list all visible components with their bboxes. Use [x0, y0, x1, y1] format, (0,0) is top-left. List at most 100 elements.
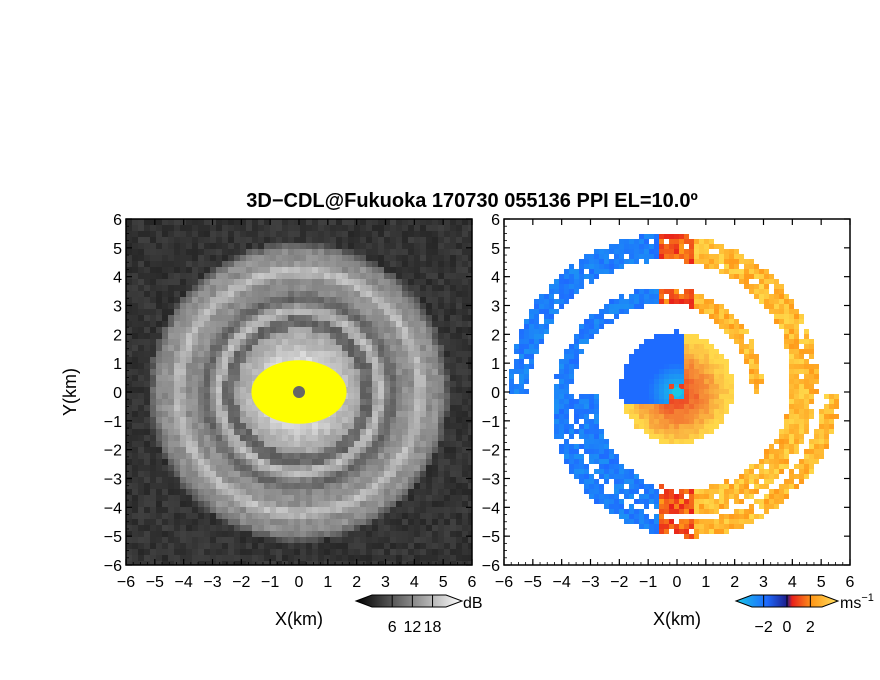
reflectivity-cell: [228, 285, 234, 291]
reflectivity-cell: [210, 339, 216, 345]
reflectivity-cell: [444, 441, 450, 447]
velocity-cell: [609, 449, 614, 454]
velocity-cell: [719, 394, 724, 399]
reflectivity-cell: [312, 219, 318, 225]
reflectivity-cell: [282, 303, 288, 309]
reflectivity-cell: [300, 495, 306, 501]
reflectivity-cell: [420, 255, 426, 261]
velocity-cell: [689, 404, 694, 409]
velocity-cell: [604, 259, 609, 264]
reflectivity-cell: [318, 285, 324, 291]
reflectivity-cell: [288, 339, 294, 345]
velocity-cell: [779, 449, 784, 454]
reflectivity-cell: [180, 297, 186, 303]
velocity-cell: [554, 389, 559, 394]
velocity-cell: [644, 374, 649, 379]
reflectivity-cell: [396, 417, 402, 423]
reflectivity-cell: [420, 339, 426, 345]
reflectivity-cell: [240, 255, 246, 261]
reflectivity-cell: [132, 531, 138, 537]
reflectivity-cell: [174, 417, 180, 423]
reflectivity-cell: [354, 255, 360, 261]
reflectivity-cell: [396, 471, 402, 477]
velocity-cell: [549, 304, 554, 309]
reflectivity-cell: [426, 225, 432, 231]
reflectivity-cell: [378, 285, 384, 291]
velocity-cell: [729, 489, 734, 494]
velocity-cell: [614, 304, 619, 309]
velocity-cell: [784, 309, 789, 314]
reflectivity-cell: [258, 501, 264, 507]
reflectivity-cell: [450, 273, 456, 279]
reflectivity-cell: [276, 333, 282, 339]
reflectivity-cell: [318, 525, 324, 531]
velocity-cell: [804, 459, 809, 464]
reflectivity-cell: [306, 483, 312, 489]
velocity-cell: [684, 294, 689, 299]
reflectivity-cell: [420, 249, 426, 255]
reflectivity-cell: [366, 375, 372, 381]
velocity-cell: [719, 414, 724, 419]
reflectivity-cell: [222, 231, 228, 237]
reflectivity-cell: [468, 261, 472, 267]
reflectivity-cell: [312, 465, 318, 471]
velocity-cell: [659, 399, 664, 404]
reflectivity-cell: [372, 519, 378, 525]
reflectivity-cell: [144, 471, 150, 477]
velocity-cell: [694, 354, 699, 359]
velocity-cell: [759, 474, 764, 479]
velocity-cell: [624, 469, 629, 474]
reflectivity-cell: [240, 537, 246, 543]
reflectivity-cell: [168, 243, 174, 249]
reflectivity-cell: [306, 267, 312, 273]
reflectivity-cell: [204, 309, 210, 315]
velocity-cell: [644, 489, 649, 494]
velocity-cell: [784, 434, 789, 439]
reflectivity-cell: [372, 315, 378, 321]
reflectivity-cell: [210, 531, 216, 537]
reflectivity-cell: [402, 375, 408, 381]
reflectivity-cell: [462, 465, 468, 471]
reflectivity-cell: [390, 441, 396, 447]
reflectivity-cell: [348, 447, 354, 453]
reflectivity-cell: [372, 387, 378, 393]
velocity-cell: [654, 414, 659, 419]
velocity-cell: [654, 244, 659, 249]
velocity-cell: [754, 474, 759, 479]
reflectivity-cell: [414, 411, 420, 417]
velocity-cell: [649, 399, 654, 404]
reflectivity-cell: [378, 219, 384, 225]
velocity-cell: [729, 374, 734, 379]
reflectivity-cell: [330, 477, 336, 483]
velocity-cell: [774, 454, 779, 459]
reflectivity-cell: [444, 501, 450, 507]
reflectivity-cell: [378, 501, 384, 507]
reflectivity-cell: [438, 561, 444, 565]
reflectivity-cell: [186, 429, 192, 435]
velocity-cell: [724, 494, 729, 499]
reflectivity-cell: [348, 321, 354, 327]
reflectivity-cell: [294, 303, 300, 309]
reflectivity-cell: [384, 447, 390, 453]
reflectivity-cell: [390, 321, 396, 327]
reflectivity-cell: [438, 351, 444, 357]
velocity-cell: [639, 244, 644, 249]
reflectivity-cell: [462, 351, 468, 357]
velocity-cell: [619, 499, 624, 504]
reflectivity-cell: [162, 387, 168, 393]
velocity-cell: [744, 494, 749, 499]
reflectivity-cell: [132, 321, 138, 327]
velocity-cell: [784, 464, 789, 469]
reflectivity-cell: [378, 459, 384, 465]
reflectivity-cell: [234, 285, 240, 291]
reflectivity-cell: [354, 441, 360, 447]
reflectivity-cell: [132, 333, 138, 339]
reflectivity-cell: [384, 459, 390, 465]
reflectivity-cell: [360, 399, 366, 405]
reflectivity-cell: [276, 315, 282, 321]
reflectivity-cell: [330, 291, 336, 297]
velocity-cell: [674, 374, 679, 379]
reflectivity-cell: [204, 537, 210, 543]
reflectivity-cell: [126, 525, 132, 531]
velocity-cell: [714, 314, 719, 319]
